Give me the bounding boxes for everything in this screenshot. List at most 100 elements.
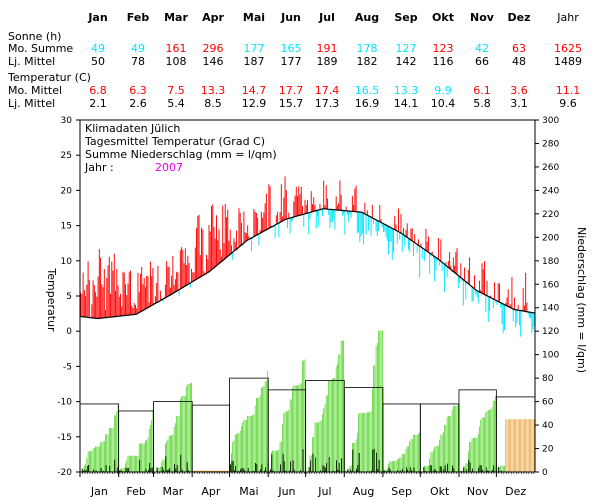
month-header-dez: Dez bbox=[507, 11, 531, 24]
temp_mo-cell: 6.8 bbox=[89, 84, 107, 97]
temp-warm-bar bbox=[380, 219, 382, 223]
precip-cumulative-bar bbox=[310, 455, 312, 472]
precip-cumulative-bar bbox=[328, 380, 330, 472]
precip-daily-bar bbox=[409, 466, 411, 472]
precip-daily-bar bbox=[325, 467, 326, 472]
precip-cumulative-bar bbox=[335, 366, 337, 472]
precip-cumulative-bar bbox=[381, 330, 383, 472]
precip-cumulative-bar bbox=[102, 441, 104, 472]
sun_lj-year-cell: 1489 bbox=[554, 55, 582, 68]
precip-cumulative-bar bbox=[469, 441, 470, 472]
precip-cumulative-bar bbox=[128, 455, 130, 472]
precip-cumulative-bar bbox=[342, 340, 343, 472]
temp-warm-bar bbox=[117, 285, 119, 317]
temp-warm-bar bbox=[198, 214, 200, 279]
temp-warm-bar bbox=[120, 293, 121, 317]
precip-cumulative-bar bbox=[106, 434, 108, 472]
precip-cumulative-bar bbox=[451, 409, 453, 472]
precip-cumulative-bar bbox=[398, 459, 399, 472]
precip-cumulative-bar bbox=[352, 442, 353, 472]
temp-cold-bar bbox=[396, 230, 398, 244]
precip-cumulative-bar bbox=[239, 430, 241, 472]
precip-cumulative-bar bbox=[244, 420, 246, 472]
temp-cold-bar bbox=[344, 210, 346, 235]
temp_mo-cell: 13.3 bbox=[393, 84, 419, 97]
temp-warm-bar bbox=[112, 270, 114, 317]
precip-cumulative-bar bbox=[95, 446, 96, 472]
temp-warm-bar bbox=[139, 273, 141, 313]
sun_mo-cell: 63 bbox=[512, 42, 526, 55]
temp-warm-bar bbox=[247, 225, 249, 241]
precip-cumulative-bar bbox=[146, 440, 148, 472]
precip-cumulative-bar bbox=[151, 420, 153, 472]
sun-section-header: Sonne (h) bbox=[8, 30, 62, 43]
precip-cumulative-bar bbox=[283, 413, 285, 472]
precip-daily-bar bbox=[315, 457, 316, 472]
x-tick-label: Jan bbox=[90, 485, 108, 498]
temp_lj-cell: 2.1 bbox=[89, 97, 107, 110]
precip-daily-bar bbox=[352, 449, 354, 472]
temp-warm-bar bbox=[147, 276, 149, 308]
temp-warm-bar bbox=[174, 279, 176, 293]
precip-daily-bar bbox=[293, 469, 295, 472]
precip-cumulative-bar bbox=[357, 432, 358, 472]
month-header-jun: Jun bbox=[281, 11, 301, 24]
temp-warm-bar bbox=[93, 285, 95, 319]
sun-monthly-label: Mo. Summe bbox=[8, 42, 74, 55]
temp-cold-bar bbox=[189, 283, 191, 288]
sun_mo-cell: 165 bbox=[280, 42, 302, 55]
temp-warm-bar bbox=[142, 284, 144, 311]
temp-cold-bar bbox=[383, 223, 385, 233]
precip-cumulative-bar bbox=[455, 405, 457, 472]
precip-cumulative-bar bbox=[269, 469, 271, 472]
precip-daily-bar bbox=[232, 461, 234, 472]
precip-cumulative-bar bbox=[177, 416, 179, 472]
temp-cold-bar bbox=[390, 227, 392, 242]
precip-cumulative-bar bbox=[266, 380, 267, 472]
temp_lj-cell: 5.8 bbox=[473, 97, 491, 110]
precip-cumulative-bar bbox=[405, 448, 407, 472]
temp-cold-bar bbox=[465, 281, 467, 300]
precip-daily-bar bbox=[371, 470, 372, 472]
temp_lj-cell: 15.7 bbox=[278, 97, 304, 110]
precip-daily-bar bbox=[498, 467, 500, 472]
temp-cold-bar bbox=[515, 309, 517, 328]
temp-cold-bar bbox=[249, 239, 251, 240]
precip-daily-bar bbox=[175, 468, 177, 472]
precip-cumulative-bar bbox=[522, 419, 524, 472]
temp-warm-bar bbox=[154, 296, 156, 304]
temp-cold-bar bbox=[389, 226, 391, 243]
temp-warm-bar bbox=[437, 238, 439, 259]
precip-cumulative-bar bbox=[354, 442, 356, 472]
temp-warm-bar bbox=[123, 272, 125, 316]
y-left-tick-label: -5 bbox=[63, 362, 72, 372]
temp-warm-bar bbox=[302, 206, 303, 215]
temp-cold-bar bbox=[303, 214, 305, 227]
sun_lj-cell: 187 bbox=[243, 55, 265, 68]
temp-cold-bar bbox=[500, 302, 502, 308]
precip-cumulative-bar bbox=[339, 354, 341, 472]
temp-warm-bar bbox=[216, 215, 217, 267]
temp-warm-bar bbox=[209, 231, 211, 272]
precip-cumulative-bar bbox=[302, 360, 303, 472]
temp-warm-bar bbox=[217, 240, 219, 266]
temp-warm-bar bbox=[494, 282, 495, 300]
temp-cold-bar bbox=[409, 238, 411, 253]
temp-warm-bar bbox=[479, 280, 481, 292]
x-tick-label: Jun bbox=[277, 485, 295, 498]
temp-warm-bar bbox=[137, 273, 139, 314]
temp-warm-bar bbox=[233, 238, 235, 252]
precip-daily-bar bbox=[492, 469, 493, 472]
temp-warm-bar bbox=[482, 269, 484, 294]
precip-cumulative-bar bbox=[373, 365, 374, 472]
precip-cumulative-bar bbox=[85, 464, 86, 472]
precip-daily-bar bbox=[500, 470, 502, 472]
precip-cumulative-bar bbox=[391, 461, 393, 472]
temp-warm-bar bbox=[169, 287, 171, 296]
sun-longterm-label: Lj. Mittel bbox=[8, 55, 56, 68]
precip-cumulative-bar bbox=[170, 435, 171, 472]
precip-daily-bar bbox=[242, 468, 244, 472]
x-tick-label: Sep bbox=[391, 485, 412, 498]
precip-cumulative-bar bbox=[467, 451, 469, 472]
